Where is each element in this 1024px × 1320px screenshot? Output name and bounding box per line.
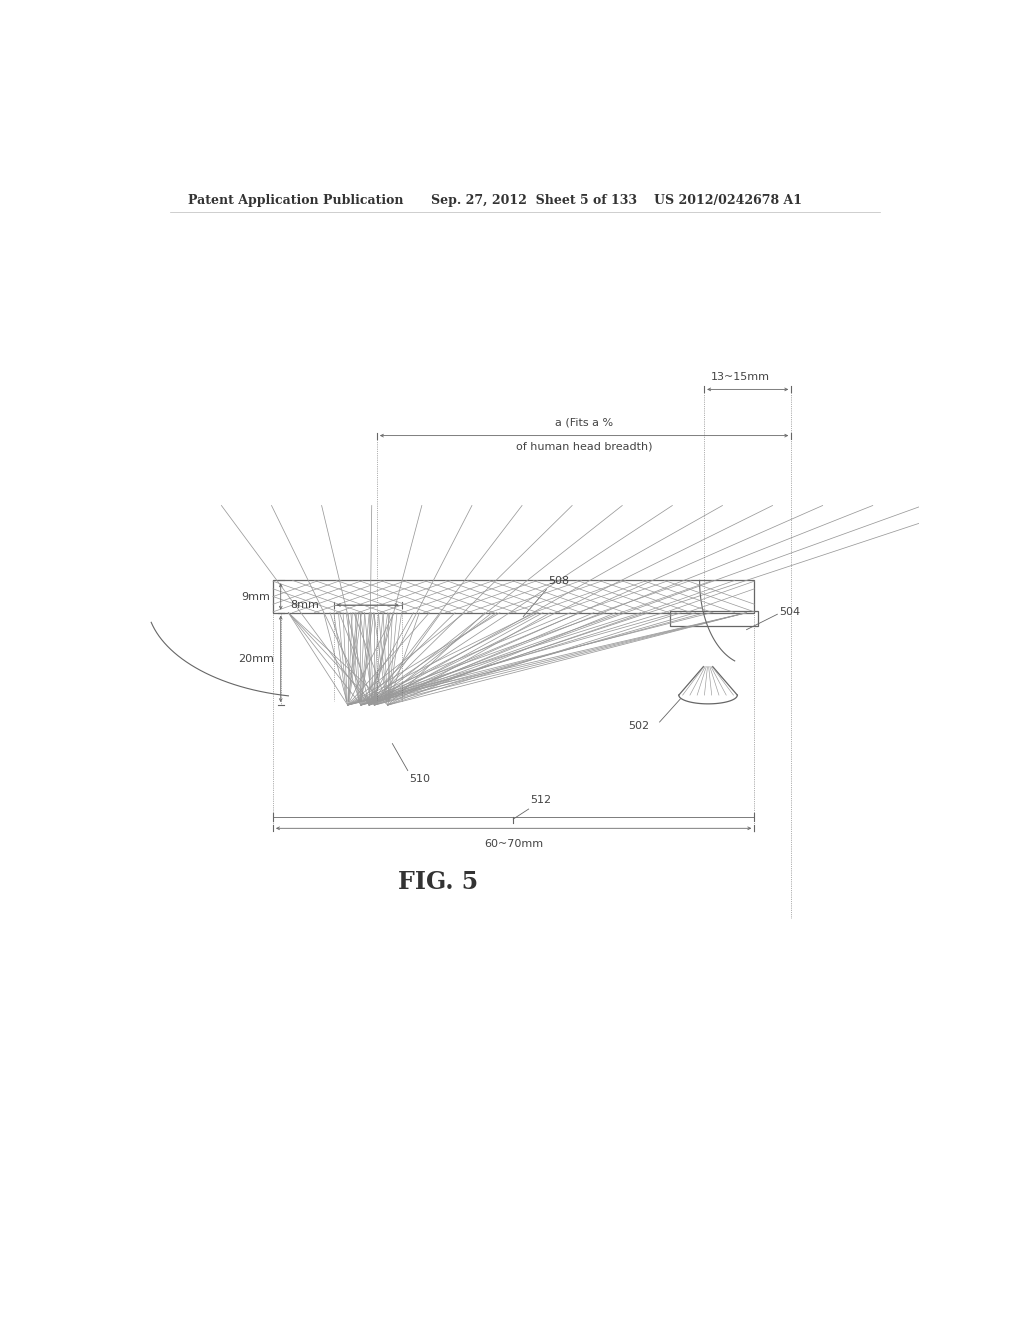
- Text: Patent Application Publication: Patent Application Publication: [188, 194, 403, 207]
- Text: US 2012/0242678 A1: US 2012/0242678 A1: [654, 194, 802, 207]
- Bar: [273, 581, 755, 612]
- Text: FIG. 5: FIG. 5: [398, 870, 478, 894]
- Bar: [670, 611, 758, 626]
- Text: 60~70mm: 60~70mm: [484, 840, 543, 849]
- Text: 502: 502: [629, 721, 649, 731]
- Text: a (Fits a %: a (Fits a %: [555, 418, 613, 428]
- Text: 20mm: 20mm: [239, 653, 274, 664]
- Text: 512: 512: [530, 795, 551, 805]
- Text: 508: 508: [548, 576, 569, 586]
- Text: 9mm: 9mm: [242, 591, 270, 602]
- Text: Sep. 27, 2012  Sheet 5 of 133: Sep. 27, 2012 Sheet 5 of 133: [431, 194, 637, 207]
- Text: 13~15mm: 13~15mm: [711, 372, 769, 381]
- Text: 8mm: 8mm: [290, 601, 319, 610]
- Text: 504: 504: [779, 607, 801, 616]
- Text: of human head breadth): of human head breadth): [516, 442, 652, 451]
- Text: 510: 510: [410, 775, 430, 784]
